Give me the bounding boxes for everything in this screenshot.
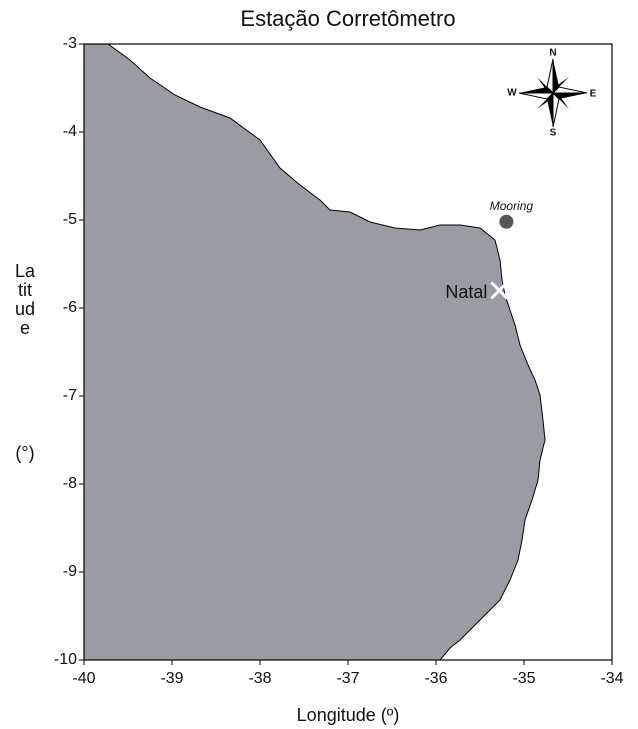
x-tick-label: -40 (72, 670, 95, 687)
y-tick-label: -7 (63, 387, 77, 404)
city-marker (490, 281, 509, 300)
x-tick-label: -39 (160, 670, 183, 687)
x-tick-label: -37 (336, 670, 359, 687)
compass-rose: N S E W (507, 48, 596, 139)
x-tick-label: -35 (512, 670, 535, 687)
y-tick-label: -5 (63, 211, 77, 228)
compass-label: N (549, 48, 556, 59)
point-label: Natal (445, 282, 487, 302)
y-tick-label: -3 (63, 35, 77, 52)
mooring-point (499, 214, 514, 229)
point-label: Mooring (490, 199, 534, 213)
y-tick-label: -10 (54, 651, 77, 668)
x-tick-label: -38 (248, 670, 271, 687)
x-axis-label: Longitude (º) (297, 705, 400, 725)
y-axis-unit: (°) (15, 443, 35, 463)
y-tick-label: -6 (63, 299, 77, 316)
y-axis-label: Latitude (14, 261, 36, 338)
x-tick-label: -34 (600, 670, 623, 687)
map-title: Estação Corretômetro (240, 6, 455, 31)
x-tick-label: -36 (424, 670, 447, 687)
land (83, 43, 546, 661)
y-tick-label: -9 (63, 563, 77, 580)
compass-label: W (507, 88, 517, 99)
y-tick-label: -4 (63, 123, 77, 140)
y-tick-label: -8 (63, 475, 77, 492)
compass-label: E (590, 89, 597, 100)
compass-label: S (550, 128, 557, 139)
